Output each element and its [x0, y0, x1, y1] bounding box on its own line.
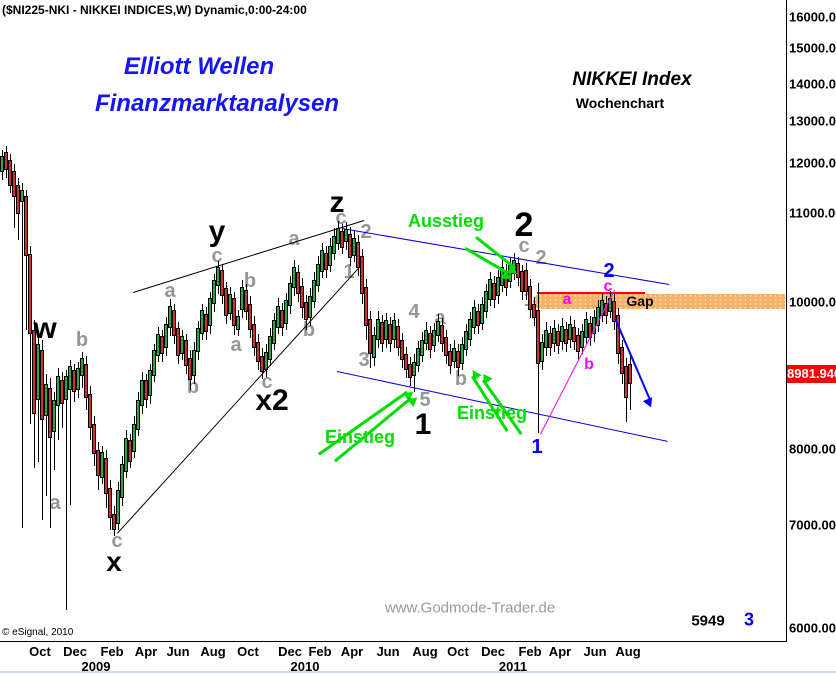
month-label: Aug [615, 644, 641, 659]
month-label: Oct [237, 644, 259, 659]
wave-label-3: 3 [358, 349, 370, 371]
month-label: Aug [200, 644, 226, 659]
wave-label-2: 2 [514, 206, 534, 244]
wave-label-c: c [261, 371, 273, 393]
month-label: Dec [278, 644, 302, 659]
price-tick: 10000.00 [789, 294, 836, 310]
price-tick: 13000.00 [789, 113, 836, 129]
year-label: 2010 [290, 659, 320, 674]
month-label: Feb [100, 644, 124, 659]
wave-label-2: 2 [360, 221, 372, 243]
wave-label-c: c [111, 530, 123, 552]
wave-label-w: w [33, 312, 57, 345]
chart-plot-area[interactable]: w y z x x2 1 2 a b c a b c a b c a b c 1 2 3 4 5 a b c 2 1 [0, 0, 786, 641]
wave-label-a: a [434, 307, 446, 329]
price-axis-line [786, 0, 787, 642]
wave-label-y: y [208, 215, 226, 248]
wave-label-c: c [211, 245, 223, 267]
month-label: Oct [447, 644, 469, 659]
price-tick: 15000.00 [789, 40, 836, 56]
date-axis-line [0, 641, 787, 642]
month-label: Aug [412, 644, 438, 659]
wave-label-5: 5 [419, 389, 431, 411]
chart-title: NIKKEI Index [572, 69, 692, 90]
month-label: Jun [583, 644, 607, 659]
price-tick: 14000.00 [789, 76, 836, 92]
price-tick: 11000.00 [789, 205, 836, 221]
branding-line2: Finanzmarktanalysen [94, 90, 340, 117]
price-tick: 8000.00 [789, 441, 836, 457]
price-tick: 7000.00 [789, 517, 836, 533]
wave-label-b: b [186, 376, 200, 398]
price-tick: 6000.00 [789, 620, 836, 636]
year-label: 2011 [498, 659, 528, 674]
wave-label-1: 1 [343, 261, 355, 283]
wave-label-b: b [302, 319, 316, 341]
wave-label-b: b [75, 329, 89, 351]
wave-label-a: a [230, 334, 242, 356]
wave-3-label: 3 [743, 609, 755, 630]
month-label: Jun [376, 644, 400, 659]
wave-label-b: b [243, 270, 257, 292]
wave-label-1: 1 [414, 408, 432, 441]
wave-label-b: b [454, 368, 468, 390]
branding-line1: Elliott Wellen [123, 53, 275, 80]
month-label: Feb [518, 644, 542, 659]
wave-label-x: x [106, 546, 122, 577]
gap-zone-band [533, 294, 785, 309]
wave-label-x2: x2 [255, 384, 289, 417]
watermark: www.Godmode-Trader.de [384, 599, 556, 617]
gap-resistance-line [537, 292, 645, 294]
price-tick: 12000.00 [789, 155, 836, 171]
month-label: Apr [548, 644, 572, 659]
esignal-copyright: © eSignal, 2010 [2, 627, 74, 638]
wave-label-4: 4 [408, 301, 420, 323]
month-label: Dec [481, 644, 505, 659]
month-label: Jun [166, 644, 190, 659]
month-label: Apr [340, 644, 364, 659]
wave-label-a: a [49, 492, 61, 514]
gap-label: Gap [626, 293, 654, 309]
wave-label-a: a [288, 228, 300, 250]
year-label: 2009 [81, 659, 111, 674]
month-label: Oct [29, 644, 51, 659]
wave-label-z: z [329, 186, 345, 219]
wave-label-a: a [164, 280, 176, 302]
price-tick: 16000.00 [789, 9, 836, 25]
wave-label-2: 2 [535, 247, 547, 269]
chart-subtitle: Wochenchart [575, 95, 665, 111]
last-price-tag: 8981.940 [787, 365, 836, 383]
bar-counter: 5949 [691, 612, 725, 630]
wave-label-c: c [335, 207, 347, 229]
month-label: Feb [308, 644, 332, 659]
wave-label-c: c [518, 235, 530, 257]
month-label: Apr [134, 644, 158, 659]
chart-symbol-title: ($NI225-NKI - NIKKEI INDICES,W) Dynamic,… [2, 3, 307, 17]
window-bottom-edge [0, 671, 836, 673]
month-label: Dec [63, 644, 87, 659]
